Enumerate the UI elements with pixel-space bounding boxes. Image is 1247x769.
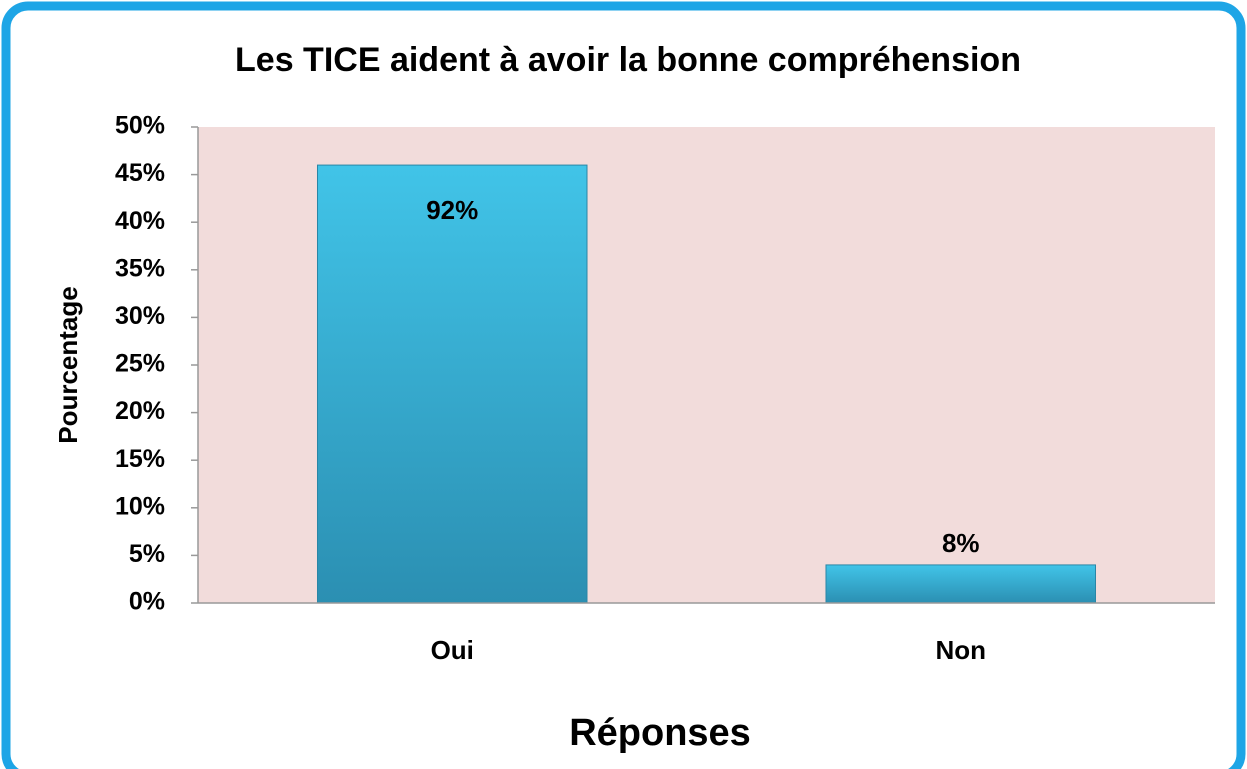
y-tick-label: 10% <box>115 492 165 520</box>
bar <box>316 164 588 604</box>
x-tick-label: Oui <box>431 635 474 665</box>
chart-title: Les TICE aident à avoir la bonne compréh… <box>235 41 1021 79</box>
y-tick-label: 40% <box>115 207 165 235</box>
y-tick-label: 15% <box>115 445 165 473</box>
y-tick-label: 30% <box>115 302 165 330</box>
x-tick-label: Non <box>935 635 986 665</box>
bar <box>825 564 1097 604</box>
y-tick-label: 50% <box>115 112 165 140</box>
y-tick-label: 25% <box>115 350 165 378</box>
data-label: 92% <box>426 195 478 225</box>
x-axis-label: Réponses <box>569 712 751 754</box>
y-tick-label: 5% <box>129 540 165 568</box>
data-label: 8% <box>942 528 980 558</box>
y-tick-label: 20% <box>115 397 165 425</box>
y-tick-label: 0% <box>129 588 165 616</box>
y-tick-label: 45% <box>115 159 165 187</box>
y-axis-label: Pourcentage <box>53 286 83 444</box>
y-tick-label: 35% <box>115 254 165 282</box>
